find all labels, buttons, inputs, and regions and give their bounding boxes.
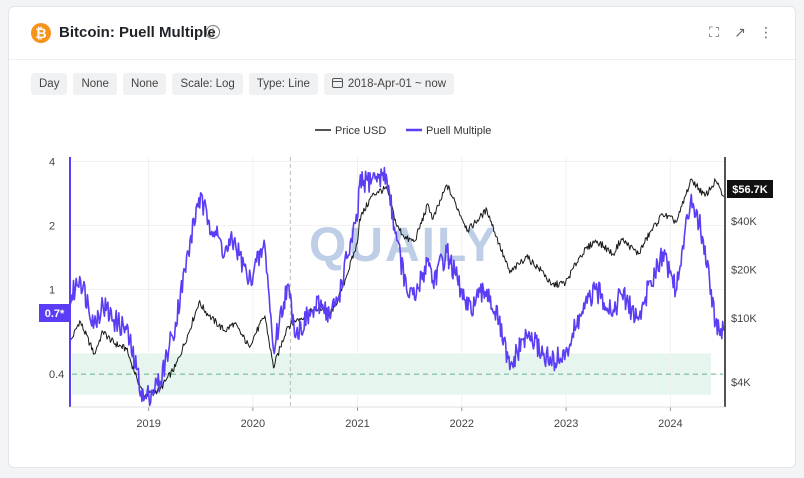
card-header: ₿ Bitcoin: Puell Multiple i ⛶ ↗ ⋮ (9, 7, 795, 60)
legend-price: Price USD (335, 125, 386, 137)
left-tick-label: 1 (49, 284, 55, 296)
external-link-icon[interactable]: ↗ (734, 24, 746, 40)
x-tick-label: 2019 (136, 418, 160, 430)
option1-select[interactable]: None (73, 73, 117, 95)
scale-select[interactable]: Scale: Log (172, 73, 243, 95)
date-range-label: 2018-Apr-01 ~ now (347, 78, 447, 90)
date-range-picker[interactable]: 2018-Apr-01 ~ now (323, 73, 455, 95)
x-tick-label: 2023 (554, 418, 578, 430)
last-puell-marker: 0.7* (39, 304, 70, 322)
calendar-icon (331, 78, 343, 88)
left-tick-label: 2 (49, 220, 55, 232)
chart-card: ₿ Bitcoin: Puell Multiple i ⛶ ↗ ⋮ Day None N… (8, 6, 796, 468)
axis-ticks: 4 2 1 0.4 $40K $20K $10K $4K 2019 2020 2021 2022 202… (49, 157, 757, 430)
chart-svg[interactable]: Price USD Puell Multiple QUAILY 4210.4$4… (9, 111, 797, 461)
right-tick-label: $10K (731, 313, 757, 325)
legend[interactable]: Price USD Puell Multiple (315, 125, 491, 137)
type-select[interactable]: Type: Line (248, 73, 318, 95)
x-tick-label: 2021 (345, 418, 369, 430)
option2-select[interactable]: None (122, 73, 167, 95)
interval-select[interactable]: Day (31, 73, 68, 95)
left-tick-label: 0.4 (49, 369, 64, 381)
puell-line (69, 166, 725, 407)
bitcoin-logo-icon: ₿ (31, 23, 51, 43)
more-icon[interactable]: ⋮ (759, 24, 773, 40)
legend-puell: Puell Multiple (426, 125, 491, 137)
series-layer (69, 166, 725, 407)
fullscreen-icon[interactable]: ⛶ (709, 24, 719, 40)
last-price-label: $56.7K (732, 184, 768, 196)
chart-toolbar: Day None None Scale: Log Type: Line 2018-Apr-… (31, 73, 460, 95)
info-icon[interactable]: i (206, 25, 220, 39)
last-price-marker: $56.7K (727, 180, 773, 198)
x-tick-label: 2020 (241, 418, 265, 430)
last-puell-label: 0.7* (45, 308, 65, 320)
x-tick-label: 2022 (450, 418, 474, 430)
chart-title: Bitcoin: Puell Multiple (59, 24, 216, 41)
right-tick-label: $40K (731, 216, 757, 228)
right-tick-label: $4K (731, 377, 751, 389)
left-tick-label: 4 (49, 157, 55, 169)
price-line (69, 178, 725, 399)
x-tick-label: 2024 (658, 418, 682, 430)
right-tick-label: $20K (731, 265, 757, 277)
